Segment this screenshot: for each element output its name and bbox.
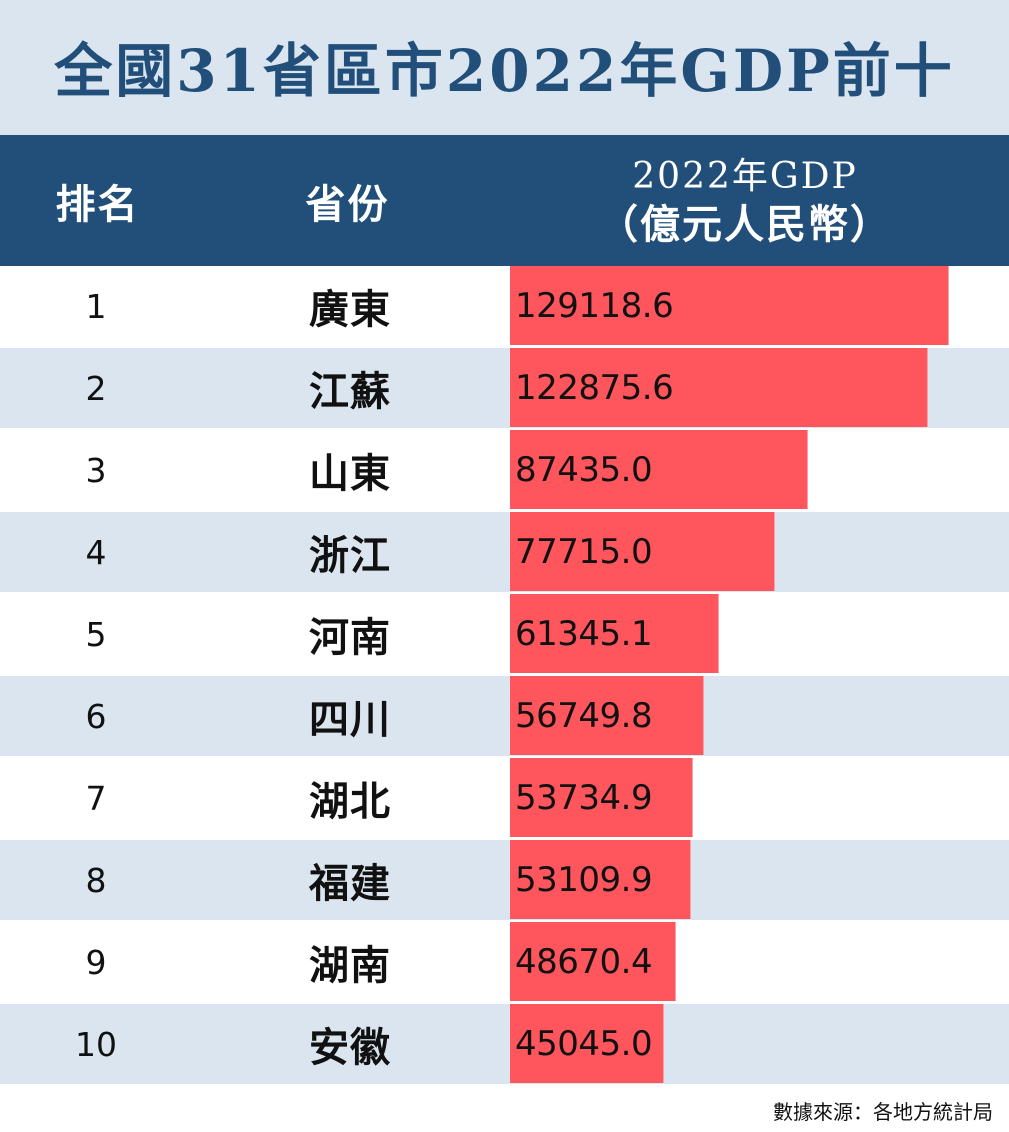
chart-title: 全國31省區市2022年GDP前十 xyxy=(54,36,955,105)
table-row: 3 山東 87435.0 xyxy=(0,430,1009,512)
rank-cell: 6 xyxy=(85,696,107,736)
province-cell: 湖北 xyxy=(309,778,391,825)
header-rank: 排名 xyxy=(55,180,140,228)
province-cell: 江蘇 xyxy=(309,368,391,415)
rank-cell: 2 xyxy=(85,368,107,408)
rank-cell: 1 xyxy=(85,286,107,326)
province-cell: 福建 xyxy=(309,860,391,907)
table-row: 2 江蘇 122875.6 xyxy=(0,348,1009,430)
gdp-bar xyxy=(510,512,774,591)
gdp-bar xyxy=(510,266,948,345)
table-row: 8 福建 53109.9 xyxy=(0,840,1009,922)
header-gdp-line2: （億元人民幣） xyxy=(598,200,892,248)
table-row: 4 浙江 77715.0 xyxy=(0,512,1009,594)
gdp-bar xyxy=(510,348,927,427)
gdp-value: 56749.8 xyxy=(515,696,653,736)
province-cell: 山東 xyxy=(309,450,391,497)
table-row: 5 河南 61345.1 xyxy=(0,594,1009,676)
gdp-value: 77715.0 xyxy=(515,532,653,572)
table-row: 7 湖北 53734.9 xyxy=(0,758,1009,840)
rank-cell: 7 xyxy=(85,778,107,818)
header-gdp: 2022年GDP （億元人民幣） xyxy=(560,135,930,266)
gdp-bar xyxy=(510,430,807,509)
source-note: 數據來源：各地方統計局 xyxy=(773,1100,993,1124)
rank-cell: 5 xyxy=(85,614,107,654)
gdp-bar xyxy=(510,758,692,837)
header-province: 省份 xyxy=(305,180,390,228)
gdp-bar xyxy=(510,594,718,673)
table-row: 10 安徽 45045.0 xyxy=(0,1004,1009,1086)
gdp-value: 45045.0 xyxy=(515,1024,653,1064)
gdp-value: 129118.6 xyxy=(515,286,674,326)
province-cell: 廣東 xyxy=(309,286,391,333)
rank-cell: 3 xyxy=(85,450,107,490)
table-row: 6 四川 56749.8 xyxy=(0,676,1009,758)
table-body: 1 廣東 129118.6 2 江蘇 122875.6 3 山東 87435.0 4 浙江 77715… xyxy=(0,266,1009,1086)
gdp-value: 53734.9 xyxy=(515,778,653,818)
gdp-bar xyxy=(510,922,675,1001)
gdp-value: 61345.1 xyxy=(515,614,653,654)
gdp-bar xyxy=(510,676,703,755)
province-cell: 湖南 xyxy=(309,942,391,989)
table-row: 1 廣東 129118.6 xyxy=(0,266,1009,348)
gdp-value: 87435.0 xyxy=(515,450,653,490)
gdp-value: 53109.9 xyxy=(515,860,653,900)
gdp-bar xyxy=(510,1004,663,1083)
header-gdp-line1: 2022年GDP xyxy=(632,155,858,197)
gdp-value: 122875.6 xyxy=(515,368,674,408)
rank-cell: 10 xyxy=(75,1024,117,1064)
province-cell: 四川 xyxy=(309,696,391,743)
gdp-bar xyxy=(510,840,690,919)
table-row: 9 湖南 48670.4 xyxy=(0,922,1009,1004)
table-header: 排名 省份 2022年GDP （億元人民幣） xyxy=(0,135,1009,266)
province-cell: 河南 xyxy=(309,614,391,661)
rank-cell: 4 xyxy=(85,532,107,572)
province-cell: 安徽 xyxy=(309,1024,391,1071)
gdp-value: 48670.4 xyxy=(515,942,653,982)
rank-cell: 8 xyxy=(85,860,107,900)
province-cell: 浙江 xyxy=(309,532,391,579)
rank-cell: 9 xyxy=(85,942,107,982)
title-band: 全國31省區市2022年GDP前十 xyxy=(0,0,1009,135)
